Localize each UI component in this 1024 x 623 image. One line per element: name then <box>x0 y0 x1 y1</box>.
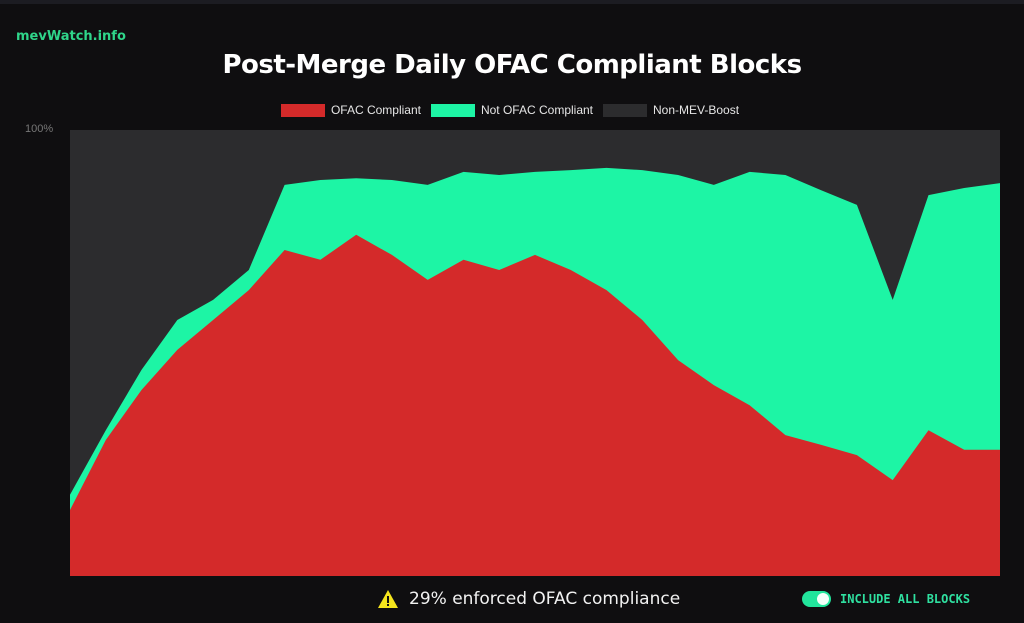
include-all-blocks-label[interactable]: INCLUDE ALL BLOCKS <box>840 592 971 606</box>
ofac-compliant-area <box>70 234 1000 577</box>
brand-logo[interactable]: mevWatch.info <box>16 29 126 44</box>
include-all-blocks-toggle[interactable] <box>802 591 831 607</box>
legend-swatch <box>280 103 325 117</box>
legend-label: Non-MEV-Boost <box>653 103 740 117</box>
toggle-knob <box>817 593 829 605</box>
top-bar <box>0 0 1024 4</box>
warning-icon <box>378 590 398 608</box>
y-tick-label: 100% <box>25 123 54 135</box>
compliance-status: 29% enforced OFAC compliance <box>377 589 680 609</box>
legend-not-ofac-compliant[interactable]: Not OFAC Compliant <box>430 103 594 117</box>
legend-swatch <box>430 103 475 117</box>
chart-title: Post-Merge Daily OFAC Compliant Blocks <box>222 50 802 80</box>
legend-ofac-compliant[interactable]: OFAC Compliant <box>280 103 421 117</box>
compliance-message: 29% enforced OFAC compliance <box>409 589 681 609</box>
legend: OFAC Compliant Not OFAC Compliant Non-ME… <box>0 103 1024 117</box>
legend-non-mev-boost[interactable]: Non-MEV-Boost <box>603 103 739 117</box>
legend-label: Not OFAC Compliant <box>480 103 594 117</box>
legend-swatch <box>603 103 648 117</box>
legend-label: OFAC Compliant <box>330 103 421 117</box>
